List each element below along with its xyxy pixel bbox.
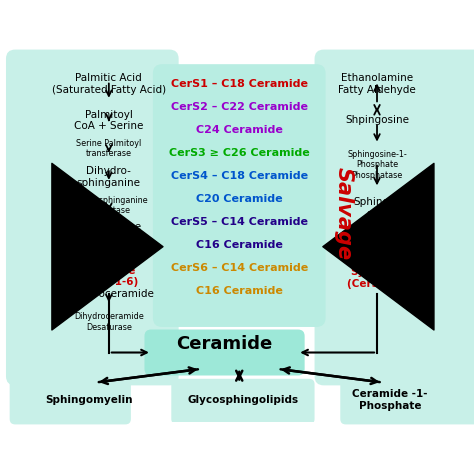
Text: 3-Keto-sphinganine
Reductase: 3-Keto-sphinganine Reductase (70, 196, 148, 215)
FancyBboxPatch shape (153, 64, 326, 327)
Text: CerS3 ≥ C26 Ceramide: CerS3 ≥ C26 Ceramide (169, 148, 310, 158)
Text: Sphinganine: Sphinganine (76, 222, 141, 232)
Text: C24 Ceramide: C24 Ceramide (196, 125, 283, 135)
Text: Ceramide
Synthase
(CerS 1-6): Ceramide Synthase (CerS 1-6) (79, 254, 138, 287)
Text: CerS5 – C14 Ceramide: CerS5 – C14 Ceramide (171, 217, 308, 227)
Text: Palmitoyl
CoA + Serine: Palmitoyl CoA + Serine (74, 110, 144, 131)
FancyBboxPatch shape (171, 379, 315, 424)
Text: Serine Palmitoyl
transferase: Serine Palmitoyl transferase (76, 139, 141, 158)
Text: Ceramide -1-
Phosphate: Ceramide -1- Phosphate (352, 389, 428, 411)
Text: Sphingomyelin: Sphingomyelin (45, 395, 132, 405)
Text: CerS1 – C18 Ceramide: CerS1 – C18 Ceramide (171, 79, 308, 89)
Text: CerS2 – C22 Ceramide: CerS2 – C22 Ceramide (171, 102, 308, 112)
FancyBboxPatch shape (6, 50, 179, 385)
FancyBboxPatch shape (9, 379, 131, 424)
Text: Dihydroceramide
Desaturase: Dihydroceramide Desaturase (74, 312, 144, 332)
Text: Shpingosine: Shpingosine (345, 115, 409, 125)
Text: C16 Ceramide: C16 Ceramide (196, 240, 283, 250)
Text: Glycosphingolipids: Glycosphingolipids (187, 395, 299, 405)
Text: Ceramide: Ceramide (176, 336, 273, 354)
Text: Palmitic Acid
(Saturated Fatty Acid): Palmitic Acid (Saturated Fatty Acid) (52, 73, 166, 95)
FancyBboxPatch shape (145, 329, 305, 375)
Text: Dihydroceramide: Dihydroceramide (64, 289, 154, 299)
Text: Dihydro-
sphinganine: Dihydro- sphinganine (77, 166, 141, 188)
Text: Ceramide
Synthase
(CerS 1-6): Ceramide Synthase (CerS 1-6) (347, 256, 407, 289)
FancyBboxPatch shape (340, 379, 474, 424)
Text: Ethanolamine
Fatty Aldehyde: Ethanolamine Fatty Aldehyde (338, 73, 416, 95)
Text: Salvage: Salvage (334, 167, 354, 260)
Text: CerS6 – C14 Ceramide: CerS6 – C14 Ceramide (171, 263, 308, 273)
Text: C20 Ceramide: C20 Ceramide (196, 194, 283, 204)
Text: CerS4 – C18 Ceramide: CerS4 – C18 Ceramide (171, 171, 308, 181)
Text: Sphingo-
sine: Sphingo- sine (354, 197, 400, 219)
Text: Sphingosine-1-
Phosphate
Phosphatase: Sphingosine-1- Phosphate Phosphatase (347, 150, 407, 180)
Text: C16 Ceramide: C16 Ceramide (196, 286, 283, 296)
FancyBboxPatch shape (315, 50, 474, 385)
